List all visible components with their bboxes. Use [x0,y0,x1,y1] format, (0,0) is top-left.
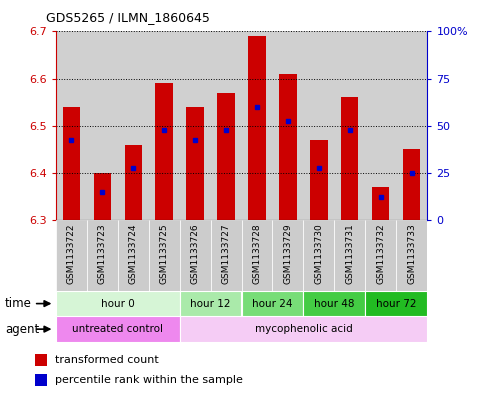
Text: GSM1133723: GSM1133723 [98,224,107,284]
Bar [372,187,389,220]
Bar [117,31,149,220]
Bar [341,97,358,220]
Bar [180,291,242,316]
Bar [156,83,172,220]
Bar [56,316,180,342]
Bar [303,291,366,316]
Bar [56,31,86,220]
Bar [117,220,149,291]
Text: time: time [5,297,32,310]
Bar [366,31,397,220]
Text: mycophenolic acid: mycophenolic acid [255,324,353,334]
Bar [397,220,427,291]
Bar [334,31,366,220]
Bar [311,140,327,220]
Text: GSM1133724: GSM1133724 [128,224,138,284]
Bar [366,291,427,316]
Text: GSM1133733: GSM1133733 [408,224,416,285]
Text: hour 12: hour 12 [190,299,231,309]
Bar [211,31,242,220]
Bar [272,31,303,220]
Bar [211,220,242,291]
Bar [94,173,111,220]
Bar [180,316,427,342]
Bar [242,31,272,220]
Text: transformed count: transformed count [55,355,159,365]
Text: GSM1133727: GSM1133727 [222,224,230,284]
Bar [180,220,211,291]
Text: GSM1133726: GSM1133726 [190,224,199,284]
Bar [62,107,80,220]
Bar [35,374,47,386]
Bar [180,31,211,220]
Bar [303,31,334,220]
Bar [186,107,203,220]
Text: hour 24: hour 24 [252,299,293,309]
Bar [35,354,47,365]
Bar [334,220,366,291]
Text: percentile rank within the sample: percentile rank within the sample [55,375,243,385]
Bar [366,220,397,291]
Bar [86,31,117,220]
Text: GSM1133722: GSM1133722 [67,224,75,284]
Text: GSM1133725: GSM1133725 [159,224,169,284]
Bar [248,36,266,220]
Bar [242,220,272,291]
Text: agent: agent [5,323,39,336]
Text: untreated control: untreated control [72,324,163,334]
Text: hour 72: hour 72 [376,299,417,309]
Bar [86,220,117,291]
Bar [272,220,303,291]
Text: GSM1133729: GSM1133729 [284,224,293,284]
Bar [125,145,142,220]
Text: GDS5265 / ILMN_1860645: GDS5265 / ILMN_1860645 [46,11,210,24]
Text: hour 48: hour 48 [314,299,355,309]
Bar [56,220,86,291]
Bar [217,93,235,220]
Text: GSM1133728: GSM1133728 [253,224,261,284]
Bar [280,74,297,220]
Bar [403,149,421,220]
Text: GSM1133730: GSM1133730 [314,224,324,285]
Bar [303,220,334,291]
Bar [397,31,427,220]
Bar [242,291,303,316]
Bar [149,31,180,220]
Text: GSM1133731: GSM1133731 [345,224,355,285]
Text: hour 0: hour 0 [100,299,134,309]
Bar [56,291,180,316]
Text: GSM1133732: GSM1133732 [376,224,385,284]
Bar [149,220,180,291]
